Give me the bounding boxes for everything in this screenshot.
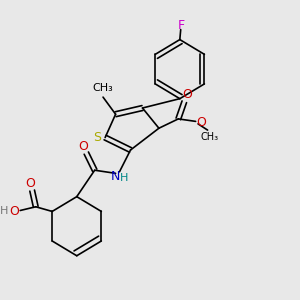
Text: O: O — [197, 116, 207, 128]
Text: F: F — [178, 19, 185, 32]
Text: CH₃: CH₃ — [200, 132, 218, 142]
Text: H: H — [0, 206, 8, 216]
Text: O: O — [25, 177, 35, 190]
Text: O: O — [182, 88, 192, 101]
Text: N: N — [111, 170, 120, 183]
Text: H: H — [119, 173, 128, 183]
Text: S: S — [93, 131, 101, 144]
Text: O: O — [78, 140, 88, 153]
Text: O: O — [9, 205, 19, 218]
Text: CH₃: CH₃ — [93, 83, 113, 93]
